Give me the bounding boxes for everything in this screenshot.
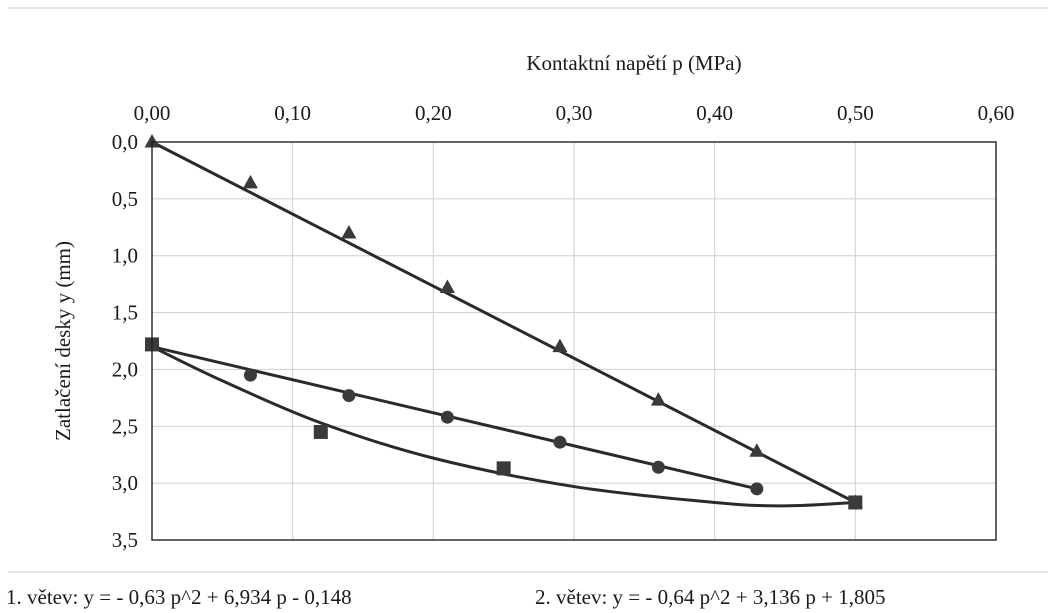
- triangle-marker: [552, 338, 568, 353]
- triangle-marker: [439, 279, 455, 294]
- y-tick-label: 1,0: [112, 244, 138, 268]
- x-tick-label: 0,50: [837, 101, 874, 125]
- square-marker: [313, 424, 328, 439]
- circle-marker: [243, 368, 257, 382]
- x-tick-label: 0,20: [415, 101, 452, 125]
- y-tick-label: 2,5: [112, 414, 138, 438]
- trend-line-series-3: [151, 345, 856, 508]
- x-tick-label: 0,60: [978, 101, 1015, 125]
- equation-branch-1: 1. větev: y = - 0,63 p^2 + 6,934 p - 0,1…: [6, 585, 352, 609]
- circle-marker: [750, 482, 764, 496]
- grid: [152, 142, 996, 540]
- triangle-marker: [144, 134, 160, 148]
- plot-area: [151, 141, 997, 541]
- trend-lines: [151, 140, 857, 508]
- circle-marker: [651, 460, 665, 474]
- y-tick-label: 0,5: [112, 187, 138, 211]
- y-tick-label: 3,0: [112, 471, 138, 495]
- x-tick-label: 0,40: [696, 101, 733, 125]
- y-axis-title: Zatlačení desky y (mm): [51, 241, 75, 441]
- triangle-marker: [341, 224, 357, 239]
- x-axis-title: Kontaktní napětí p (MPa): [526, 51, 741, 75]
- triangle-marker: [242, 174, 258, 189]
- y-tick-label: 3,5: [112, 528, 138, 552]
- y-tick-label: 0,0: [112, 130, 138, 154]
- trend-line-series-1: [151, 140, 857, 504]
- triangle-marker: [650, 392, 666, 406]
- square-marker: [496, 461, 511, 476]
- x-tick-label: 0,00: [134, 101, 171, 125]
- data-markers: [144, 134, 863, 510]
- square-marker: [848, 495, 863, 510]
- equation-branch-2: 2. větev: y = - 0,64 p^2 + 3,136 p + 1,8…: [535, 585, 886, 609]
- x-tick-label: 0,30: [556, 101, 593, 125]
- circle-marker: [553, 435, 567, 449]
- circle-marker: [342, 389, 356, 403]
- x-tick-label: 0,10: [274, 101, 311, 125]
- y-tick-label: 1,5: [112, 301, 138, 325]
- tick-labels: 0,00 0,10 0,20 0,30 0,40 0,50 0,60 0,0 0,5 1,0 1,5…: [112, 101, 1015, 552]
- trend-line-series-2: [151, 345, 758, 491]
- triangle-marker: [749, 443, 765, 457]
- circle-marker: [440, 410, 454, 424]
- y-tick-label: 2,0: [112, 357, 138, 381]
